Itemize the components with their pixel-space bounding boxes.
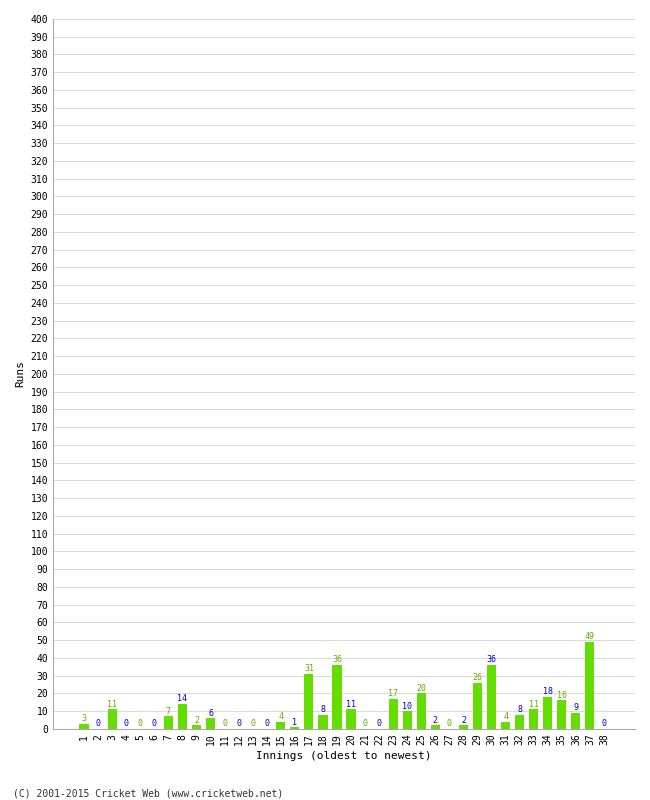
Text: 14: 14	[177, 694, 187, 703]
Text: 9: 9	[573, 703, 578, 712]
Bar	[487, 665, 496, 729]
Bar	[459, 726, 468, 729]
Text: 0: 0	[376, 719, 382, 728]
Bar	[192, 726, 201, 729]
Text: 2: 2	[461, 716, 466, 725]
Bar	[276, 722, 285, 729]
Bar	[529, 710, 538, 729]
Text: 0: 0	[124, 719, 129, 728]
Bar	[79, 723, 88, 729]
Bar	[291, 727, 300, 729]
Text: 0: 0	[96, 719, 101, 728]
Bar	[206, 718, 215, 729]
Bar	[543, 697, 552, 729]
Text: 10: 10	[402, 702, 412, 710]
Bar	[403, 711, 412, 729]
Bar	[586, 642, 595, 729]
Text: 11: 11	[346, 700, 356, 709]
Text: 49: 49	[585, 632, 595, 642]
Text: 2: 2	[433, 716, 438, 725]
Text: 11: 11	[107, 700, 117, 709]
Bar	[346, 710, 356, 729]
Text: 20: 20	[416, 684, 426, 693]
Text: 0: 0	[236, 719, 241, 728]
Text: 17: 17	[388, 689, 398, 698]
Text: 1: 1	[292, 718, 297, 726]
Text: 18: 18	[543, 687, 552, 696]
Text: 11: 11	[528, 700, 539, 709]
Bar	[431, 726, 440, 729]
Bar	[557, 701, 566, 729]
Bar	[318, 714, 328, 729]
Bar	[332, 665, 341, 729]
Text: 26: 26	[473, 673, 482, 682]
Bar	[178, 704, 187, 729]
Text: 8: 8	[517, 705, 522, 714]
Text: 31: 31	[304, 664, 314, 674]
Text: 3: 3	[81, 714, 86, 723]
Bar	[417, 694, 426, 729]
Bar	[501, 722, 510, 729]
Text: 0: 0	[222, 719, 227, 728]
Text: 0: 0	[363, 719, 368, 728]
Text: 0: 0	[265, 719, 269, 728]
Text: 0: 0	[250, 719, 255, 728]
Text: 6: 6	[208, 709, 213, 718]
Text: 36: 36	[332, 655, 342, 665]
Text: 16: 16	[557, 691, 567, 700]
Text: (C) 2001-2015 Cricket Web (www.cricketweb.net): (C) 2001-2015 Cricket Web (www.cricketwe…	[13, 788, 283, 798]
Text: 7: 7	[166, 707, 171, 716]
Bar	[164, 717, 173, 729]
Text: 8: 8	[320, 705, 326, 714]
Bar	[515, 714, 525, 729]
Bar	[108, 710, 117, 729]
Text: 0: 0	[601, 719, 606, 728]
Text: 4: 4	[503, 712, 508, 722]
Bar	[571, 713, 580, 729]
X-axis label: Innings (oldest to newest): Innings (oldest to newest)	[256, 751, 432, 761]
Bar	[389, 698, 398, 729]
Text: 4: 4	[278, 712, 283, 722]
Text: 0: 0	[138, 719, 143, 728]
Text: 36: 36	[487, 655, 497, 665]
Text: 2: 2	[194, 716, 199, 725]
Bar	[304, 674, 313, 729]
Bar	[473, 682, 482, 729]
Text: 0: 0	[447, 719, 452, 728]
Y-axis label: Runs: Runs	[15, 361, 25, 387]
Text: 0: 0	[152, 719, 157, 728]
